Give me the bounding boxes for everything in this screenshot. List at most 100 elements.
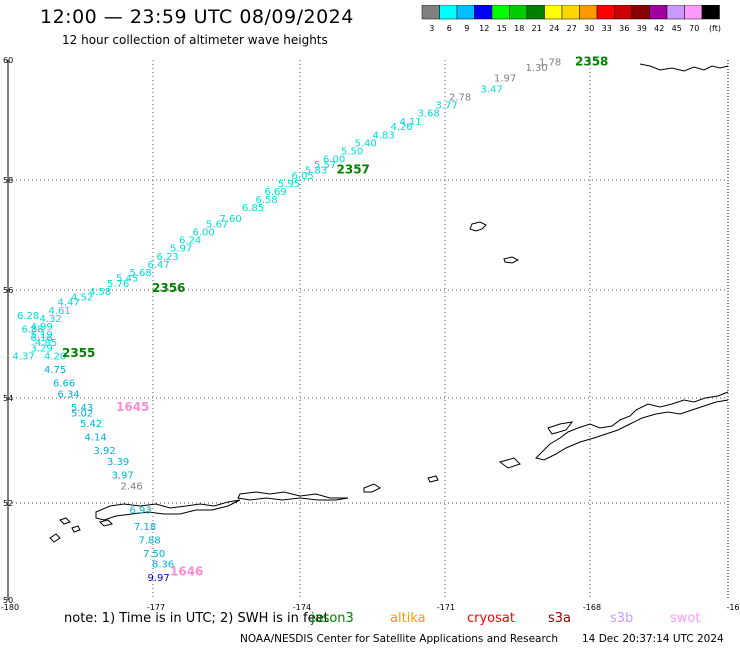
- lon-tick-label: -177: [147, 603, 165, 612]
- wave-height-label: 4.85: [35, 338, 57, 349]
- lat-tick-label: 56: [3, 286, 13, 295]
- wave-height-label: 1.30: [526, 63, 548, 74]
- legend-swatch: [526, 5, 545, 20]
- lat-tick-label: 52: [3, 499, 13, 508]
- lat-tick-label: 60: [3, 56, 13, 65]
- page-title: 12:00 — 23:59 UTC 08/09/2024: [40, 6, 354, 28]
- wave-height-label: 3.92: [94, 446, 116, 457]
- legend-swatch: [544, 5, 563, 20]
- wave-height-label: 5.40: [355, 138, 377, 149]
- wave-height-label: 6.69: [265, 187, 287, 198]
- satellite-swot: swot: [670, 611, 701, 626]
- graticule: [8, 60, 728, 600]
- wave-height-label: 5.83: [305, 165, 327, 176]
- legend-swatch: [474, 5, 493, 20]
- lon-tick-label: -168: [583, 603, 601, 612]
- legend-swatch: [456, 5, 475, 20]
- legend-swatch: [509, 5, 528, 20]
- wave-height-label: 6.00: [193, 228, 215, 239]
- wave-height-label: 5.67: [206, 219, 228, 230]
- lon-tick-label: -174: [293, 603, 311, 612]
- legend-swatch: [439, 5, 458, 20]
- wave-height-label: 5.43: [71, 403, 93, 414]
- wave-height-label: 3.77: [436, 101, 458, 112]
- wave-height-label: 6.88: [22, 325, 44, 336]
- wave-height-label: 8.36: [152, 560, 174, 571]
- page-subtitle: 12 hour collection of altimeter wave hei…: [62, 33, 328, 47]
- lon-tick-label: -171: [437, 603, 455, 612]
- wave-height-label: 5.45: [116, 273, 138, 284]
- legend-bin-label: 30: [584, 24, 594, 33]
- legend-swatch: [421, 5, 440, 20]
- wave-height-label: 4.14: [85, 433, 107, 444]
- wave-height-label: 2.78: [449, 93, 471, 104]
- time-label: 2358: [575, 54, 608, 68]
- time-label: 2355: [62, 346, 95, 360]
- wave-height-label: 4.58: [89, 287, 111, 298]
- wave-height-label: 5.97: [170, 244, 192, 255]
- wave-height-label: 3.47: [481, 84, 503, 95]
- wave-height-label: 5.42: [80, 419, 102, 430]
- note-text: note: 1) Time is in UTC; 2) SWH is in fe…: [64, 611, 329, 626]
- lon-tick-label: -16: [726, 603, 739, 612]
- legend-swatch: [631, 5, 650, 20]
- wave-height-label: 6.23: [157, 252, 179, 263]
- time-label: 1645: [116, 400, 149, 414]
- wave-height-label: 1.97: [494, 74, 516, 85]
- legend-bin-label: 36: [619, 24, 629, 33]
- wave-height-label: 4.47: [58, 298, 80, 309]
- wave-height-label: 6.05: [292, 171, 314, 182]
- wave-height-label: 3.68: [418, 109, 440, 120]
- coastline: [49, 63, 729, 543]
- legend-bin-label: 12: [479, 24, 489, 33]
- legend-bin-label: 70: [689, 24, 699, 33]
- satellite-s3b: s3b: [610, 611, 634, 626]
- lat-tick-label: 50: [3, 596, 13, 605]
- legend-swatch: [579, 5, 598, 20]
- lat-tick-label: 58: [3, 176, 13, 185]
- wave-height-label: 5.19: [31, 330, 53, 341]
- legend-bin-label: 6: [447, 24, 452, 33]
- lon-tick-label: -180: [1, 603, 19, 612]
- wave-height-label: 4.26: [391, 122, 413, 133]
- wave-height-label: 5.68: [130, 268, 152, 279]
- wave-height-label: 5.76: [107, 279, 129, 290]
- legend-bin-label: 9: [464, 24, 469, 33]
- wave-height-label: 4.11: [400, 117, 422, 128]
- satellite-s3a: s3a: [548, 611, 572, 626]
- wave-height-label: 4.32: [40, 314, 62, 325]
- legend-bin-label: 15: [497, 24, 507, 33]
- wave-height-label: 4.75: [44, 365, 66, 376]
- wave-height-label: 4.99: [31, 322, 53, 333]
- time-label: 1646: [170, 565, 203, 579]
- wave-height-label: 7.60: [220, 214, 242, 225]
- track-layer: 1.781.30 1.973.47 2.783.773.684.114.264.83…: [13, 54, 609, 584]
- wave-height-label: 6.85: [242, 203, 264, 214]
- satellite-jason3: jason3: [311, 611, 354, 626]
- legend-swatch: [649, 5, 668, 20]
- wave-height-label: 6.28: [17, 311, 39, 322]
- wave-height-label: 6.34: [58, 390, 80, 401]
- lat-tick-label: 54: [3, 394, 13, 403]
- legend-swatch: [666, 5, 685, 20]
- satellite-cryosat: cryosat: [467, 611, 515, 626]
- legend-swatch: [701, 5, 720, 20]
- time-label: 2357: [337, 162, 370, 176]
- wave-height-label: 6.93: [130, 506, 152, 517]
- wave-height-label: 4.61: [49, 306, 71, 317]
- wave-height-label: 4.52: [71, 292, 93, 303]
- legend-bin-label: 42: [654, 24, 664, 33]
- wave-height-label: 5.57: [314, 160, 336, 171]
- wave-height-label: 6.47: [148, 260, 170, 271]
- wave-height-label: 9.97: [148, 573, 170, 584]
- credit-text: NOAA/NESDIS Center for Satellite Applica…: [240, 633, 558, 645]
- color-legend: 3 6 9 12 15 18 21 24 27 30 33 36 39 42 45 70 (ft): [421, 5, 721, 33]
- wave-height-label: 4.83: [373, 130, 395, 141]
- wave-height-label: 2.46: [121, 481, 143, 492]
- legend-bin-label: 45: [672, 24, 682, 33]
- legend-swatch: [596, 5, 615, 20]
- wave-height-label: 7.88: [139, 535, 161, 546]
- wave-height-label: 3.29: [31, 344, 53, 355]
- legend-bin-label: 24: [549, 24, 559, 33]
- time-label: 2356: [152, 281, 185, 295]
